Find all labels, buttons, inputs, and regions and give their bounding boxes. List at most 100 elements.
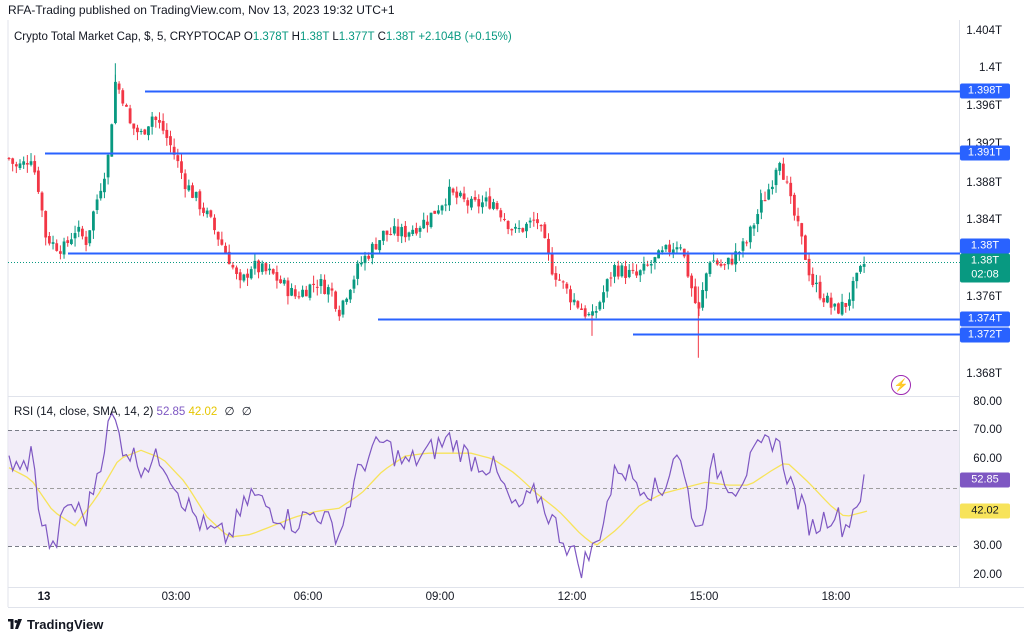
candle-body [517, 228, 521, 230]
candle-body [554, 273, 558, 280]
candle-body [205, 210, 209, 215]
candle-body [851, 280, 855, 301]
candle-body [690, 275, 694, 289]
candle-body [44, 211, 48, 238]
candle-body [598, 302, 602, 310]
candles-group [7, 63, 866, 358]
candle-body [187, 185, 191, 191]
candle-body [363, 255, 367, 264]
candle-body [249, 269, 253, 279]
rsi-legend-label[interactable]: RSI (14, close, SMA, 14, 2) [14, 406, 154, 418]
candle-body [341, 300, 345, 315]
candle-body [565, 283, 569, 289]
price-tick: 1.404T [966, 25, 1002, 37]
candle-body [319, 279, 323, 287]
candle-body [407, 232, 411, 237]
candle-body [194, 191, 198, 198]
candle-body [620, 265, 624, 277]
candle-body [602, 292, 605, 303]
candle-body [627, 269, 631, 278]
candle-body [675, 247, 679, 250]
candle-body [741, 241, 745, 251]
candle-body [268, 268, 271, 271]
candle-body [671, 249, 675, 254]
candle-body [99, 190, 103, 199]
candle-body [726, 257, 730, 265]
candle-body [22, 161, 26, 165]
candle-body [462, 193, 466, 200]
level-tag-1374: 1.374T [960, 311, 1010, 327]
candle-body [807, 258, 811, 276]
candle-body [539, 225, 543, 227]
candle-body [815, 282, 818, 285]
candle-body [800, 223, 804, 237]
candle-body [712, 260, 716, 262]
candle-body [756, 214, 760, 225]
time-tick: 09:00 [425, 591, 455, 603]
candle-body [605, 279, 609, 292]
candle-body [356, 263, 360, 279]
candle-body [660, 250, 664, 253]
candle-body [411, 229, 415, 234]
candle-body [326, 287, 330, 295]
rsi-line [8, 411, 865, 579]
candle-body [29, 161, 33, 165]
last-price-tag: 1.38T [960, 253, 1010, 269]
candle-body [818, 281, 822, 299]
high-value: 1.38T [299, 31, 330, 43]
candle-body [132, 123, 136, 129]
candle-body [572, 299, 576, 303]
candle-body [613, 265, 616, 277]
candle-body [114, 81, 117, 124]
candle-body [459, 192, 462, 197]
sma-value-tag: 42.02 [960, 503, 1010, 519]
candle-body [235, 267, 238, 275]
candle-body [425, 221, 429, 226]
candle-body [785, 181, 789, 183]
candle-body [161, 120, 165, 131]
candle-body [488, 196, 492, 209]
level-tag-1398: 1.398T [960, 83, 1010, 99]
candle-body [561, 281, 565, 283]
candle-body [638, 270, 642, 276]
low-value: 1.377T [338, 31, 375, 43]
candle-body [264, 263, 268, 272]
candle-body [238, 272, 242, 281]
candle-body [73, 233, 77, 239]
candle-body [403, 225, 407, 238]
candle-body [216, 231, 220, 240]
candle-body [359, 262, 363, 265]
candle-body [558, 279, 561, 281]
candle-body [121, 90, 125, 104]
candle-body [312, 283, 316, 285]
candle-body [543, 224, 547, 239]
level-tag-138: 1.38T [960, 238, 1010, 254]
rsi-tick: 80.00 [973, 396, 1002, 408]
candle-body [348, 289, 352, 300]
candle-body [271, 269, 275, 274]
logo-text: TradingView [27, 617, 104, 632]
candle-body [110, 124, 114, 157]
time-tick: 18:00 [821, 591, 851, 603]
lightning-icon[interactable]: ⚡ [891, 375, 911, 395]
open-value: 1.378T [252, 31, 289, 43]
candle-body [591, 311, 594, 316]
level-tag-1391: 1.391T [960, 145, 1010, 161]
main-legend: Crypto Total Market Cap, $, 5, CRYPTOCAP… [14, 31, 512, 43]
price-tick: 1.368T [966, 368, 1002, 380]
symbol-title[interactable]: Crypto Total Market Cap, $, 5, CRYPTOCAP [14, 31, 241, 43]
rsi-tick: 30.00 [973, 540, 1002, 552]
candle-body [448, 186, 451, 206]
candle-body [495, 203, 499, 209]
candle-body [414, 228, 418, 234]
rsi-legend: RSI (14, close, SMA, 14, 2) 52.85 42.02 … [14, 404, 252, 418]
candle-body [220, 239, 224, 245]
candle-body [811, 273, 815, 285]
candle-body [47, 236, 51, 244]
candle-body [117, 83, 121, 90]
candle-body [752, 225, 756, 229]
high-label: H [291, 31, 300, 43]
candle-body [66, 240, 70, 244]
low-label: L [332, 31, 339, 43]
